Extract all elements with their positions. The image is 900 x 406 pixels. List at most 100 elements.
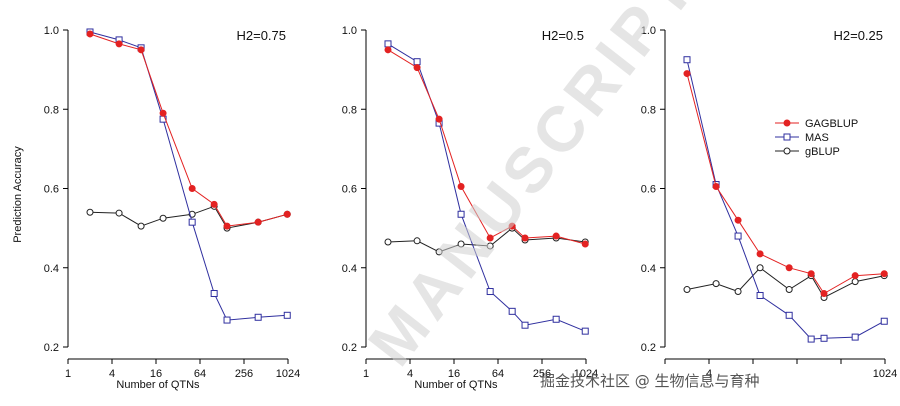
data-point-mas bbox=[384, 40, 392, 48]
data-point-gagblup bbox=[820, 290, 828, 298]
data-point-gblup bbox=[86, 208, 94, 216]
data-point-gagblup bbox=[384, 46, 392, 54]
data-point-gblup bbox=[712, 280, 720, 288]
data-point-gagblup bbox=[683, 70, 691, 78]
data-point-gagblup bbox=[159, 109, 167, 117]
data-point-gblup bbox=[486, 242, 494, 250]
data-point-gblup bbox=[785, 286, 793, 294]
y-tick-label: 0.8 bbox=[342, 104, 357, 116]
x-axis-title: Number of QTNs bbox=[116, 379, 200, 391]
y-tick-label: 0.2 bbox=[342, 342, 357, 354]
data-point-gagblup bbox=[508, 222, 516, 230]
data-point-gagblup bbox=[137, 46, 145, 54]
x-tick-label: 4 bbox=[706, 368, 712, 380]
data-point-gagblup bbox=[115, 40, 123, 48]
data-point-gagblup bbox=[521, 234, 529, 242]
data-point-gblup bbox=[413, 237, 421, 245]
panel-title: H2=0.5 bbox=[542, 28, 584, 43]
platform-watermark: 掘金技术社区 @ 生物信息与育种 bbox=[540, 372, 760, 390]
y-tick-label: 0.8 bbox=[641, 104, 656, 116]
series-line-mas bbox=[686, 59, 885, 340]
x-tick-label: 1024 bbox=[276, 368, 300, 380]
data-point-mas bbox=[880, 317, 888, 325]
data-point-gagblup bbox=[210, 200, 218, 208]
x-tick-label: 64 bbox=[492, 368, 504, 380]
y-tick-label: 1.0 bbox=[641, 25, 656, 37]
data-point-mas bbox=[254, 313, 262, 321]
legend-label-gagblup: GAGBLUP bbox=[805, 118, 858, 130]
x-tick-label: 256 bbox=[533, 368, 551, 380]
data-point-mas bbox=[188, 218, 196, 226]
data-point-gagblup bbox=[734, 216, 742, 224]
series-line-mas bbox=[89, 31, 288, 321]
data-point-mas bbox=[283, 311, 291, 319]
y-tick-label: 1.0 bbox=[44, 25, 59, 37]
data-point-mas bbox=[756, 291, 764, 299]
y-tick-label: 0.6 bbox=[641, 184, 656, 196]
data-point-gblup bbox=[159, 214, 167, 222]
data-point-gagblup bbox=[254, 218, 262, 226]
panel-title: H2=0.25 bbox=[833, 28, 883, 43]
x-tick-label: 256 bbox=[235, 368, 253, 380]
data-point-gblup bbox=[683, 286, 691, 294]
legend-label-mas: MAS bbox=[805, 132, 829, 144]
data-point-mas bbox=[413, 58, 421, 66]
data-point-gagblup bbox=[851, 272, 859, 280]
data-point-gagblup bbox=[712, 183, 720, 191]
legend: GAGBLUP MAS gBLUP bbox=[775, 118, 858, 158]
data-point-mas bbox=[807, 335, 815, 343]
data-point-mas bbox=[683, 56, 691, 64]
data-point-mas bbox=[785, 311, 793, 319]
data-point-gagblup bbox=[581, 240, 589, 248]
data-point-gagblup bbox=[413, 64, 421, 72]
y-tick-label: 0.6 bbox=[342, 184, 357, 196]
chart-panels: 0.2 0.4 0.6 0.8 1.0 1 4 16 64 256 1024 Number of QT… bbox=[12, 25, 897, 391]
x-tick-label: 64 bbox=[194, 368, 206, 380]
data-point-mas bbox=[223, 316, 231, 324]
x-tick-label: 16 bbox=[150, 368, 162, 380]
data-point-gagblup bbox=[223, 222, 231, 230]
x-tick-label: 4 bbox=[407, 368, 413, 380]
data-point-gagblup bbox=[552, 232, 560, 240]
x-tick-label: 16 bbox=[448, 368, 460, 380]
x-axis-title: Number of QTNs bbox=[414, 379, 498, 391]
data-point-mas bbox=[552, 315, 560, 323]
data-point-mas bbox=[820, 334, 828, 342]
y-tick-label: 0.8 bbox=[44, 104, 59, 116]
data-point-gblup bbox=[435, 248, 443, 256]
data-point-gagblup bbox=[785, 264, 793, 272]
legend-marker-gagblup bbox=[783, 119, 791, 127]
y-tick-label: 0.6 bbox=[44, 184, 59, 196]
data-point-gblup bbox=[851, 278, 859, 286]
panel-title: H2=0.75 bbox=[236, 28, 286, 43]
data-point-gblup bbox=[457, 240, 465, 248]
y-tick-label: 0.4 bbox=[641, 263, 656, 275]
data-point-gagblup bbox=[807, 270, 815, 278]
y-tick-label: 0.4 bbox=[44, 263, 59, 275]
legend-label-gblup: gBLUP bbox=[805, 146, 840, 158]
chart-panel-1: 0.2 0.4 0.6 0.8 1.0 1 4 16 64 256 1024 Number of QT… bbox=[12, 25, 300, 391]
x-tick-label: 1 bbox=[363, 368, 369, 380]
data-point-gagblup bbox=[457, 183, 465, 191]
data-point-gagblup bbox=[283, 210, 291, 218]
data-point-mas bbox=[734, 232, 742, 240]
data-point-mas bbox=[521, 321, 529, 329]
x-tick-label: 1024 bbox=[873, 368, 897, 380]
data-point-gagblup bbox=[188, 185, 196, 192]
data-point-gagblup bbox=[486, 234, 494, 242]
manuscript-watermark: MANUSCRIPT bbox=[354, 0, 710, 379]
y-tick-label: 0.2 bbox=[44, 342, 59, 354]
data-point-gagblup bbox=[435, 115, 443, 123]
y-tick-label: 0.2 bbox=[641, 342, 656, 354]
x-tick-label: 1 bbox=[65, 368, 71, 380]
chart-panel-3: 0.2 0.4 0.6 0.8 1.0 4 1024 H2=0.25 GAGBLUP MAS gBL… bbox=[641, 25, 898, 380]
legend-marker-gblup bbox=[783, 147, 791, 155]
data-point-mas bbox=[210, 290, 218, 298]
data-point-gagblup bbox=[756, 250, 764, 258]
y-tick-label: 0.4 bbox=[342, 263, 357, 275]
series-line-gagblup bbox=[89, 33, 288, 227]
data-point-gblup bbox=[137, 222, 145, 230]
data-point-mas bbox=[851, 333, 859, 341]
legend-marker-mas bbox=[783, 133, 791, 141]
